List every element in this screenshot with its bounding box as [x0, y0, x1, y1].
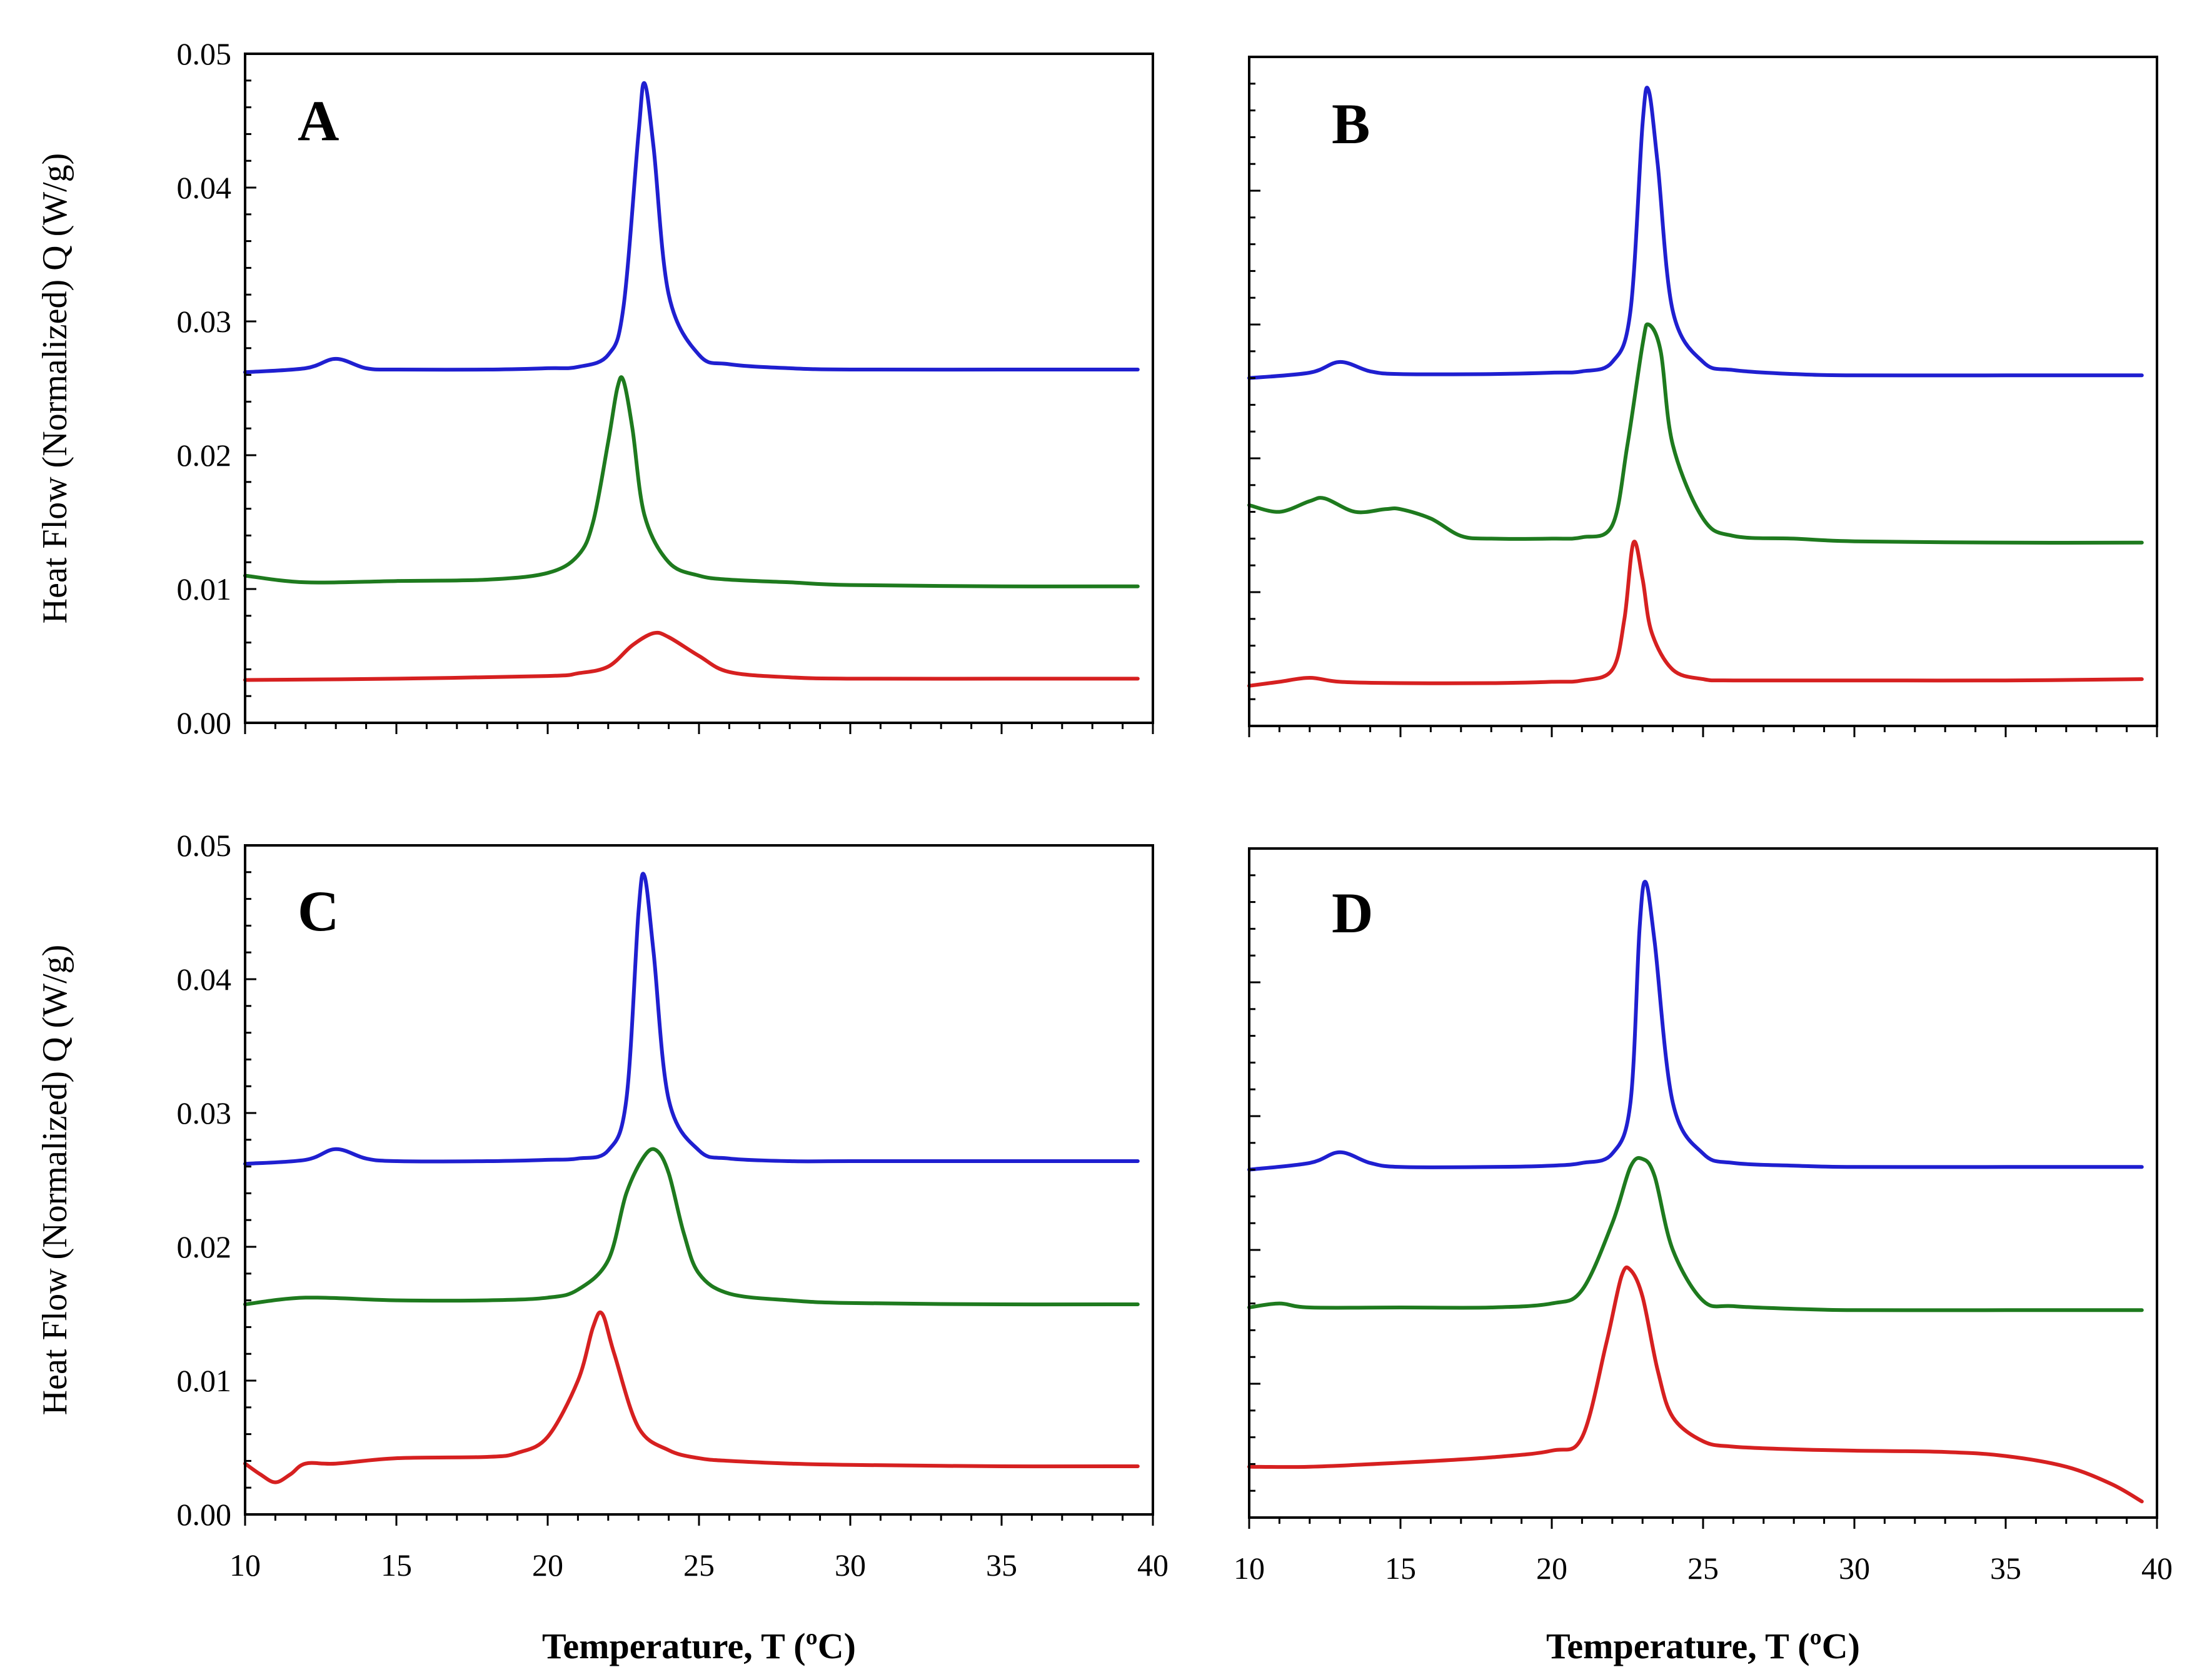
panel-d-x-tick-label: 40 — [2141, 1551, 2173, 1586]
panel-c-curves — [243, 872, 1140, 1484]
panel-d-series-green — [1247, 1156, 2144, 1312]
panel-d-ticks: 10 15 20 25 30 35 40 — [1234, 847, 2173, 1586]
panel-c-series-blue — [243, 872, 1140, 1166]
panel-b-ticks — [1248, 56, 2158, 737]
panel-d-frame — [1248, 847, 2158, 1519]
panel-c-y-tick-label: 0.00 — [177, 1497, 232, 1532]
panel-c: 0.00 0.01 0.02 0.03 0.04 0.05 10 15 20 25 30 35 40 C — [177, 828, 1169, 1583]
panel-a-y-tick-label: 0.02 — [177, 438, 232, 473]
panel-c-ticks: 0.00 0.01 0.02 0.03 0.04 0.05 10 15 20 25 30 35 40 — [177, 828, 1169, 1583]
panel-b-curves — [1247, 86, 2144, 688]
panel-a: 0.00 0.01 0.02 0.03 0.04 0.05 A — [177, 36, 1154, 740]
panel-b-label: B — [1332, 92, 1370, 156]
panel-a-curves — [243, 81, 1140, 682]
panel-d-x-tick-label: 20 — [1536, 1551, 1567, 1586]
panel-c-frame — [244, 844, 1154, 1516]
panel-d-label: D — [1332, 881, 1373, 945]
panel-d-series-red — [1247, 1265, 2144, 1504]
panel-b: B — [1247, 56, 2158, 737]
panel-d: 10 15 20 25 30 35 40 D — [1234, 847, 2173, 1586]
panel-b-frame — [1248, 56, 2158, 727]
panel-a-label: A — [298, 89, 339, 153]
panel-d-x-tick-label: 30 — [1839, 1551, 1870, 1586]
panel-c-series-green — [243, 1147, 1140, 1307]
panel-a-y-tick-label: 0.01 — [177, 572, 232, 607]
panel-d-curves — [1247, 880, 2144, 1504]
panel-b-series-blue — [1247, 86, 2144, 380]
panel-d-series-blue — [1247, 880, 2144, 1172]
panel-c-x-tick-label: 35 — [986, 1548, 1017, 1583]
panel-a-y-tick-label: 0.00 — [177, 705, 232, 740]
panel-a-series-blue — [243, 81, 1140, 375]
panel-c-y-tick-label: 0.01 — [177, 1363, 232, 1398]
panel-a-y-tick-label: 0.03 — [177, 304, 232, 339]
panel-c-y-tick-label: 0.03 — [177, 1095, 232, 1131]
panel-d-x-tick-label: 35 — [1990, 1551, 2021, 1586]
panel-c-series-red — [243, 1310, 1140, 1484]
panel-d-x-tick-label: 25 — [1687, 1551, 1719, 1586]
panel-a-ticks: 0.00 0.01 0.02 0.03 0.04 0.05 — [177, 36, 1154, 740]
panel-d-x-axis-title: Temperature, T (ºC) — [1546, 1626, 1860, 1666]
panel-a-y-tick-label: 0.05 — [177, 36, 232, 71]
panel-c-x-tick-label: 20 — [532, 1548, 563, 1583]
panel-d-x-tick-label: 10 — [1234, 1551, 1265, 1586]
panel-a-series-green — [243, 375, 1140, 588]
panel-a-y-tick-label: 0.04 — [177, 170, 232, 205]
panel-c-label: C — [298, 879, 339, 943]
panel-c-x-tick-label: 40 — [1137, 1548, 1169, 1583]
panel-c-x-tick-label: 25 — [683, 1548, 715, 1583]
panel-d-x-tick-label: 15 — [1385, 1551, 1416, 1586]
panel-a-y-axis-title: Heat Flow (Normalized) Q (W/g) — [36, 153, 74, 624]
panel-b-series-red — [1247, 540, 2144, 688]
panel-a-frame — [244, 53, 1154, 724]
panel-c-y-axis-title: Heat Flow (Normalized) Q (W/g) — [36, 945, 74, 1416]
panel-c-x-tick-label: 30 — [835, 1548, 866, 1583]
panel-c-x-tick-label: 10 — [229, 1548, 261, 1583]
panel-b-series-green — [1247, 322, 2144, 545]
panel-c-x-tick-label: 15 — [381, 1548, 412, 1583]
panel-c-x-axis-title: Temperature, T (ºC) — [542, 1626, 856, 1666]
panel-c-y-tick-label: 0.04 — [177, 962, 232, 997]
panel-c-y-tick-label: 0.02 — [177, 1229, 232, 1264]
panel-c-y-tick-label: 0.05 — [177, 828, 232, 863]
panel-a-series-red — [243, 630, 1140, 682]
